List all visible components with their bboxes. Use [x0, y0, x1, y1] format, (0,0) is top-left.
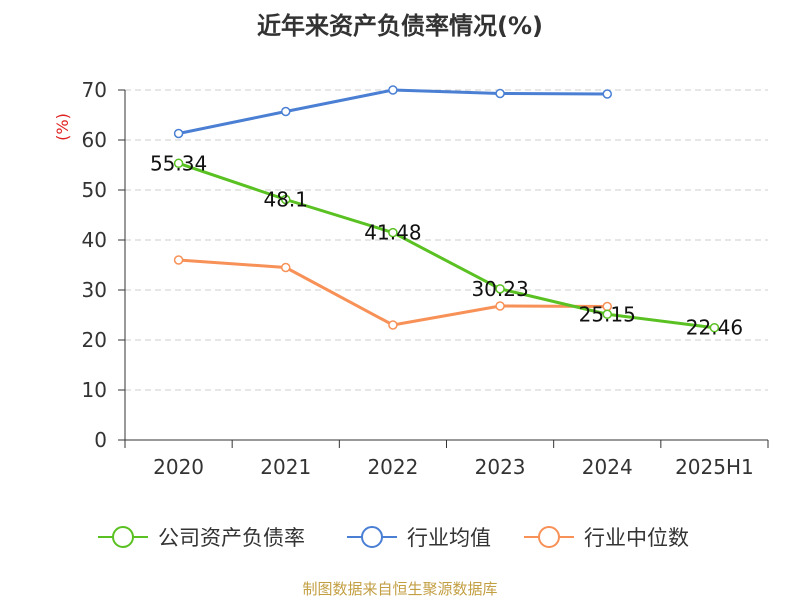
legend-label: 行业中位数	[584, 526, 689, 550]
data-point	[602, 89, 612, 99]
data-point	[495, 301, 505, 311]
data-point	[173, 158, 184, 169]
y-tick-label: 0	[94, 428, 107, 452]
data-point	[281, 262, 291, 273]
y-tick-label: 70	[82, 78, 107, 102]
data-label: 25.15	[579, 302, 636, 326]
data-point	[495, 284, 505, 294]
data-point	[173, 255, 184, 265]
y-tick-label: 20	[82, 328, 107, 352]
x-tick-label: 2020	[153, 455, 204, 479]
legend-label: 行业均值	[407, 526, 491, 550]
x-tick-label: 2022	[367, 455, 418, 479]
data-label: 41.48	[364, 221, 421, 245]
legend-label: 公司资产负债率	[158, 526, 305, 550]
data-label: 30.23	[471, 277, 528, 301]
data-label: 55.34	[150, 151, 207, 175]
x-tick-label: 2021	[260, 455, 311, 479]
data-point	[281, 194, 291, 205]
series-line	[178, 161, 715, 330]
data-point	[602, 309, 612, 319]
x-tick-label: 2023	[475, 455, 526, 479]
y-tick-label: 10	[82, 378, 107, 402]
data-point	[388, 85, 398, 95]
data-point	[388, 320, 398, 330]
y-tick-label: 50	[82, 178, 107, 202]
data-point	[709, 322, 720, 333]
legend-marker	[112, 526, 134, 548]
y-axis-label: (%)	[53, 113, 72, 141]
data-label: 22.46	[686, 316, 743, 340]
data-label: 48.1	[263, 188, 308, 212]
series-line	[178, 258, 608, 327]
y-tick-label: 40	[82, 228, 107, 252]
data-point	[495, 88, 505, 99]
y-tick-label: 60	[82, 128, 107, 152]
data-point	[388, 227, 398, 238]
chart-title: 近年来资产负债率情况(%)	[257, 12, 543, 40]
data-point	[173, 128, 184, 139]
series-line	[178, 88, 608, 135]
data-point	[281, 106, 291, 117]
legend-marker	[361, 526, 383, 548]
y-tick-label: 30	[82, 278, 107, 302]
x-tick-label: 2024	[582, 455, 633, 479]
source-note: 制图数据来自恒生聚源数据库	[302, 580, 498, 598]
x-tick-label: 2025H1	[675, 455, 754, 479]
legend-marker	[538, 526, 560, 548]
